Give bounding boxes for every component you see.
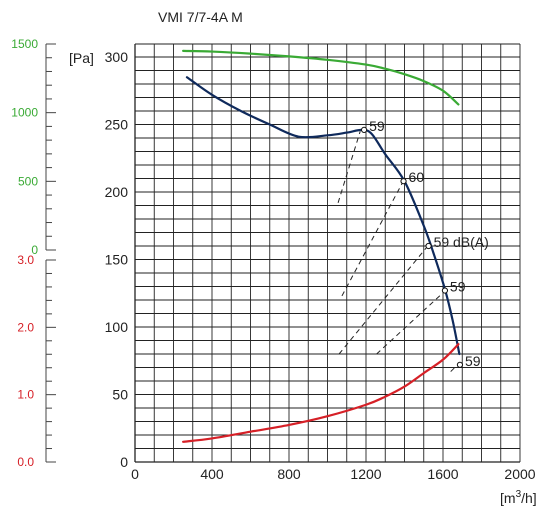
power-axis-tick-label: 500 <box>18 174 38 188</box>
chart-title: VMI 7/7-4A M <box>158 9 243 25</box>
current-axis-tick-label: 0.0 <box>17 455 34 469</box>
sound-marker-label: 59 dB(A) <box>434 234 489 250</box>
y-axis-label: [Pa] <box>69 50 94 66</box>
sound-marker-point <box>400 178 407 185</box>
x-axis-unit-exponent: 3 <box>516 489 522 500</box>
x-tick-label: 1200 <box>350 466 381 482</box>
x-axis-unit-start: [m <box>500 490 516 506</box>
x-axis-label: [m3/h] <box>500 489 537 506</box>
y-tick-label: 300 <box>105 49 129 65</box>
y-tick-label: 150 <box>105 252 129 268</box>
sound-marker-label: 60 <box>409 169 425 185</box>
y-tick-label: 100 <box>105 319 129 335</box>
x-tick-label: 800 <box>277 466 301 482</box>
power-axis-tick-label: 0 <box>31 243 38 257</box>
sound-marker-label: 59 <box>465 353 481 369</box>
sound-level-lines <box>337 131 461 372</box>
sound-marker-label: 59 <box>369 118 385 134</box>
y-tick-label: 200 <box>105 184 129 200</box>
pressure-curve <box>185 76 461 356</box>
current-curve <box>182 343 460 443</box>
sound-marker-point <box>360 126 368 133</box>
sound-markers: 59 60 59 dB(A) 59 59 <box>360 118 489 369</box>
sound-marker-label: 59 <box>450 279 466 295</box>
current-axis-tick-label: 1.0 <box>17 388 34 402</box>
power-axis-tick-label: 1000 <box>11 106 38 120</box>
x-axis-unit-end: /h] <box>521 490 537 506</box>
power-axis-tick-label: 1500 <box>11 37 38 51</box>
y-tick-label: 250 <box>105 117 129 133</box>
grid-lines <box>134 43 521 463</box>
current-axis-tick-label: 2.0 <box>17 320 34 334</box>
sound-marker-point <box>425 242 432 250</box>
x-tick-label: 0 <box>131 466 139 482</box>
x-tick-label: 2000 <box>504 466 535 482</box>
x-tick-label: 1600 <box>427 466 458 482</box>
tick-labels: 0 400 800 1200 1600 2000 0 50 100 150 200 250 300 <box>105 49 536 482</box>
x-tick-label: 400 <box>200 466 224 482</box>
auxiliary-axes: 0 500 1000 1500 0.0 1.0 2.0 3.0 <box>11 37 56 469</box>
sound-level-line <box>341 182 404 297</box>
current-axis-tick-label: 3.0 <box>17 253 34 267</box>
sound-marker-point <box>456 361 464 368</box>
sound-marker-point <box>441 287 449 294</box>
y-tick-label: 50 <box>112 387 128 403</box>
power-curve <box>182 49 460 106</box>
sound-level-line <box>376 291 445 355</box>
y-tick-label: 0 <box>120 454 128 470</box>
sound-level-line <box>337 131 361 203</box>
sound-level-line <box>338 247 428 355</box>
